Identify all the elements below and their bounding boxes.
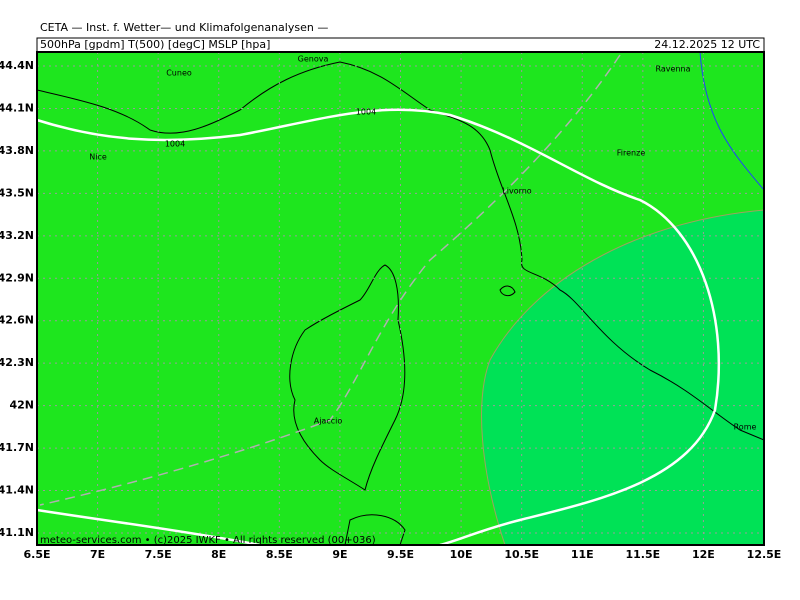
city-label: Firenze bbox=[617, 149, 646, 158]
lon-label: 12.5E bbox=[747, 548, 782, 561]
isobar-label: 1004 bbox=[356, 108, 376, 117]
lat-label: 42.6N bbox=[0, 314, 34, 327]
lon-label: 11.5E bbox=[626, 548, 661, 561]
lat-label: 43.8N bbox=[0, 144, 34, 157]
river bbox=[699, 51, 765, 191]
lat-label: 44.1N bbox=[0, 101, 34, 114]
coast-sardinia bbox=[344, 514, 406, 546]
isobars bbox=[36, 108, 721, 547]
city-label: Ajaccio bbox=[314, 417, 343, 426]
shaded-region bbox=[481, 209, 765, 546]
isobar-1004 bbox=[36, 108, 721, 547]
lat-label: 42N bbox=[9, 399, 34, 412]
coast-italy bbox=[36, 61, 765, 441]
lon-label: 10E bbox=[450, 548, 473, 561]
lon-label: 10.5E bbox=[504, 548, 539, 561]
fields-label: 500hPa [gpdm] T(500) [degC] MSLP [hpa] bbox=[40, 38, 270, 51]
grid bbox=[37, 52, 764, 545]
lat-label: 42.9N bbox=[0, 271, 34, 284]
lon-label: 9E bbox=[332, 548, 347, 561]
lat-label: 42.3N bbox=[0, 356, 34, 369]
lon-label: 7E bbox=[90, 548, 105, 561]
lon-label: 9.5E bbox=[387, 548, 414, 561]
lon-label: 6.5E bbox=[23, 548, 50, 561]
coast-elba bbox=[499, 285, 516, 297]
isobar-south bbox=[36, 508, 261, 547]
lat-label: 44.4N bbox=[0, 59, 34, 72]
city-label: Ravenna bbox=[656, 65, 691, 74]
lat-label: 43.5N bbox=[0, 186, 34, 199]
map-frame bbox=[36, 51, 765, 546]
temperature-line bbox=[39, 54, 621, 506]
lat-label: 43.2N bbox=[0, 229, 34, 242]
lat-label: 41.7N bbox=[0, 441, 34, 454]
lon-label: 7.5E bbox=[145, 548, 172, 561]
city-label: Genova bbox=[298, 55, 329, 64]
lon-label: 11E bbox=[571, 548, 594, 561]
lat-label: 41.1N bbox=[0, 526, 34, 539]
footer: meteo-services.com • (c)2025 IWKF • All … bbox=[40, 535, 376, 546]
coast-corsica bbox=[289, 264, 406, 491]
lon-label: 12E bbox=[692, 548, 715, 561]
isobar-label: 1004 bbox=[165, 140, 185, 149]
city-label: Livorno bbox=[502, 187, 532, 196]
lon-label: 8E bbox=[211, 548, 226, 561]
lon-label: 8.5E bbox=[266, 548, 293, 561]
lat-label: 41.4N bbox=[0, 484, 34, 497]
coastlines bbox=[36, 51, 765, 546]
city-label: Nice bbox=[89, 153, 107, 162]
city-label: Rome bbox=[734, 423, 757, 432]
city-label: Cuneo bbox=[166, 69, 192, 78]
date-label: 24.12.2025 12 UTC bbox=[654, 38, 760, 51]
map-title: CETA — Inst. f. Wetter— und Klimafolgena… bbox=[40, 21, 328, 34]
